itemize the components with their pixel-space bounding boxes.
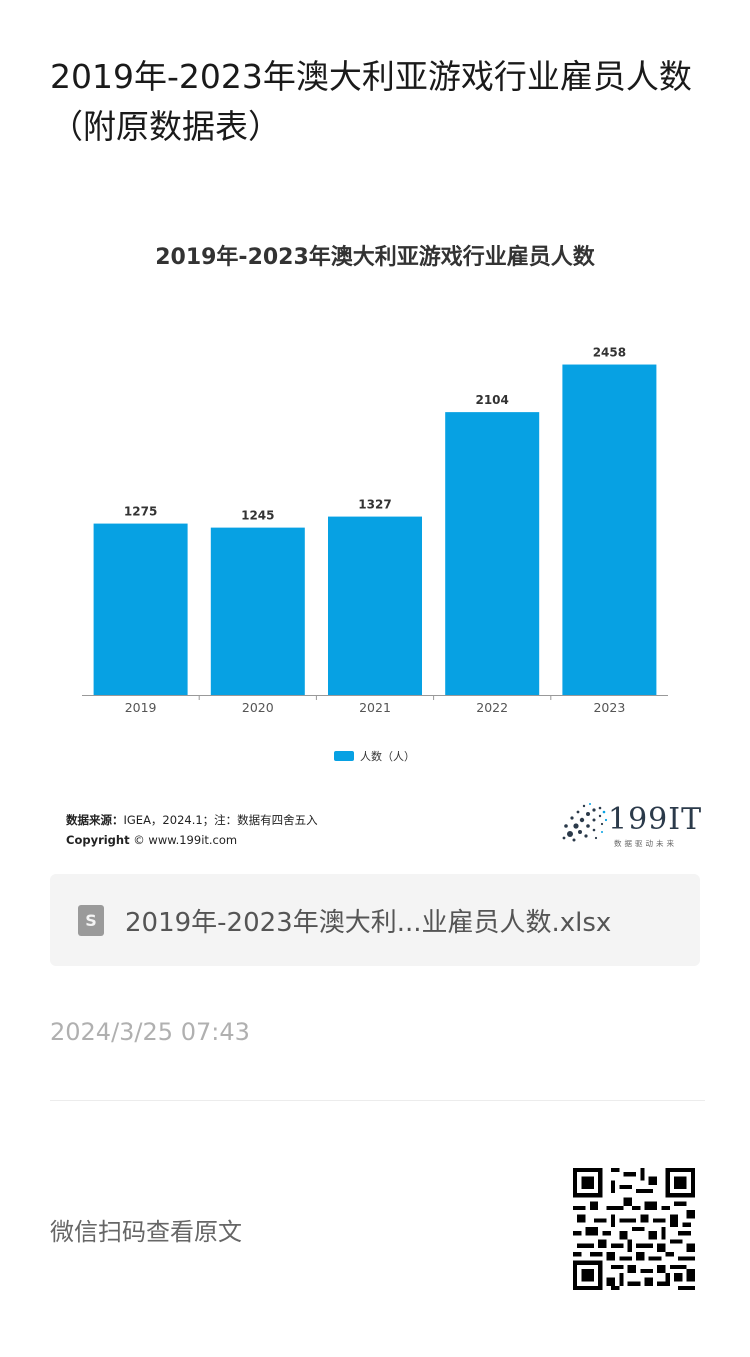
bar-2022 xyxy=(445,412,540,695)
x-tick-label-2021: 2021 xyxy=(359,700,391,715)
bar-2021 xyxy=(328,516,422,695)
page-title: 2019年-2023年澳大利亚游戏行业雇员人数（附原数据表） xyxy=(50,57,692,146)
source-text: IGEA，2024.1；注：数据有四舍五入 xyxy=(123,813,318,827)
chart-title: 2019年-2023年澳大利亚游戏行业雇员人数 xyxy=(155,245,595,270)
data-label-2019: 1275 xyxy=(124,505,157,519)
logo-text: 199IT xyxy=(608,802,703,837)
publish-timestamp: 2024/3/25 07:43 xyxy=(50,1018,250,1046)
legend-swatch xyxy=(334,751,354,761)
bar-chart: 1275 2019 1245 2020 1327 2021 2104 2022 2458 2023… xyxy=(82,346,668,763)
spreadsheet-file-icon: S xyxy=(78,905,104,936)
logo-subtitle: 数据驱动未来 xyxy=(614,839,677,848)
bar-2020 xyxy=(210,527,305,695)
chart-source: 数据来源：IGEA，2024.1；注：数据有四舍五入 Copyright © w… xyxy=(66,810,318,850)
bar-2019 xyxy=(93,523,188,695)
data-label-2021: 1327 xyxy=(358,498,391,512)
attachment-card[interactable]: S 2019年-2023年澳大利...业雇员人数.xlsx xyxy=(50,874,700,966)
copyright-text: © www.199it.com xyxy=(133,833,238,847)
chart-card: 2019年-2023年澳大利亚游戏行业雇员人数 1275 2019 1245 2020… xyxy=(50,222,701,862)
logo-dots-icon xyxy=(562,803,608,842)
bar-2023 xyxy=(562,364,657,695)
logo-199it: 199IT 数据驱动未来 xyxy=(560,800,701,850)
x-tick-label-2023: 2023 xyxy=(593,700,625,715)
x-tick-label-2022: 2022 xyxy=(476,700,508,715)
qr-code-icon xyxy=(573,1168,695,1290)
divider xyxy=(50,1100,705,1101)
x-tick-label-2019: 2019 xyxy=(125,700,157,715)
legend-label: 人数（人） xyxy=(360,750,415,763)
data-label-2023: 2458 xyxy=(593,346,626,360)
data-label-2022: 2104 xyxy=(475,393,508,407)
qr-caption: 微信扫码查看原文 xyxy=(50,1218,242,1246)
x-tick-label-2020: 2020 xyxy=(242,700,274,715)
attachment-file-name[interactable]: 2019年-2023年澳大利...业雇员人数.xlsx xyxy=(125,908,612,938)
source-label: 数据来源： xyxy=(66,813,124,827)
copyright-label: Copyright xyxy=(66,833,130,847)
data-label-2020: 1245 xyxy=(241,509,274,523)
